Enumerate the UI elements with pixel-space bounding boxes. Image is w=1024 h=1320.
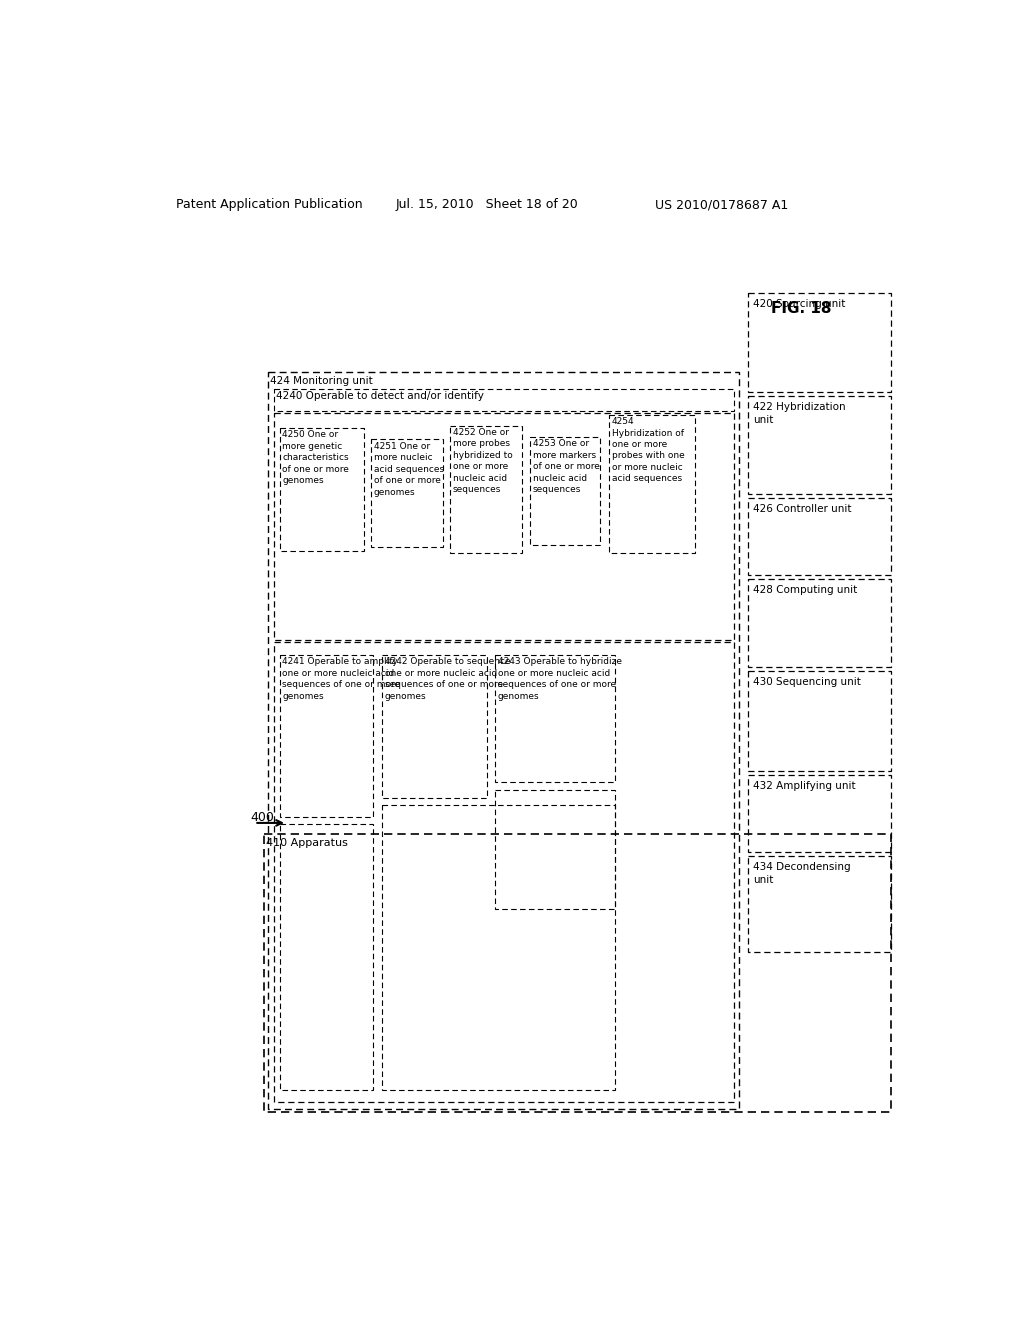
Text: 432 Amplifying unit: 432 Amplifying unit	[754, 781, 856, 791]
Text: 420 Sourcing unit: 420 Sourcing unit	[754, 300, 846, 309]
Bar	[530, 437, 600, 545]
Bar	[382, 805, 614, 1090]
Bar	[609, 414, 694, 553]
Bar	[748, 396, 891, 494]
Bar	[372, 440, 442, 548]
Text: FIG. 18: FIG. 18	[771, 301, 831, 315]
Text: 4250 One or
more genetic
characteristics
of one or more
genomes: 4250 One or more genetic characteristics…	[283, 430, 349, 484]
Bar	[280, 655, 373, 817]
Bar	[496, 655, 615, 781]
Bar	[748, 671, 891, 771]
Text: 422 Hybridization
unit: 422 Hybridization unit	[754, 401, 846, 425]
Bar	[748, 775, 891, 853]
Text: 4242 Operable to sequence
one or more nucleic acid
sequences of one or more
geno: 4242 Operable to sequence one or more nu…	[385, 657, 510, 701]
Text: 410 Apparatus: 410 Apparatus	[266, 837, 348, 847]
Bar	[451, 425, 521, 553]
Text: US 2010/0178687 A1: US 2010/0178687 A1	[655, 198, 788, 211]
Bar	[273, 412, 734, 640]
Bar	[280, 825, 373, 1090]
Bar	[280, 428, 364, 552]
Bar	[748, 293, 891, 392]
Text: 4243 Operable to hybridize
one or more nucleic acid
sequences of one or more
gen: 4243 Operable to hybridize one or more n…	[498, 657, 622, 701]
Text: 4251 One or
more nucleic
acid sequences
of one or more
genomes: 4251 One or more nucleic acid sequences …	[374, 442, 443, 496]
Bar	[748, 855, 891, 952]
Bar	[382, 655, 486, 797]
Text: 4253 One or
more markers
of one or more
nucleic acid
sequences: 4253 One or more markers of one or more …	[532, 440, 599, 494]
Text: 4252 One or
more probes
hybridized to
one or more
nucleic acid
sequences: 4252 One or more probes hybridized to on…	[453, 428, 512, 494]
Text: 4241 Operable to amplify
one or more nucleic acid
sequences of one or more
genom: 4241 Operable to amplify one or more nuc…	[283, 657, 400, 701]
Bar	[748, 578, 891, 668]
Text: 434 Decondensing
unit: 434 Decondensing unit	[754, 862, 851, 884]
Bar	[267, 372, 738, 1109]
Text: 428 Computing unit: 428 Computing unit	[754, 585, 858, 595]
Text: 400: 400	[251, 810, 274, 824]
Text: 424 Monitoring unit: 424 Monitoring unit	[270, 376, 373, 385]
Text: 4240 Operable to detect and/or identify: 4240 Operable to detect and/or identify	[276, 391, 484, 401]
Text: 426 Controller unit: 426 Controller unit	[754, 504, 852, 513]
Text: 4254
Hybridization of
one or more
probes with one
or more nucleic
acid sequences: 4254 Hybridization of one or more probes…	[611, 417, 684, 483]
Bar	[496, 789, 615, 909]
Bar	[273, 389, 734, 411]
Bar	[263, 834, 891, 1111]
Bar	[273, 642, 734, 1102]
Text: 430 Sequencing unit: 430 Sequencing unit	[754, 677, 861, 688]
Text: Jul. 15, 2010   Sheet 18 of 20: Jul. 15, 2010 Sheet 18 of 20	[395, 198, 579, 211]
Text: Patent Application Publication: Patent Application Publication	[176, 198, 362, 211]
Bar	[748, 498, 891, 576]
